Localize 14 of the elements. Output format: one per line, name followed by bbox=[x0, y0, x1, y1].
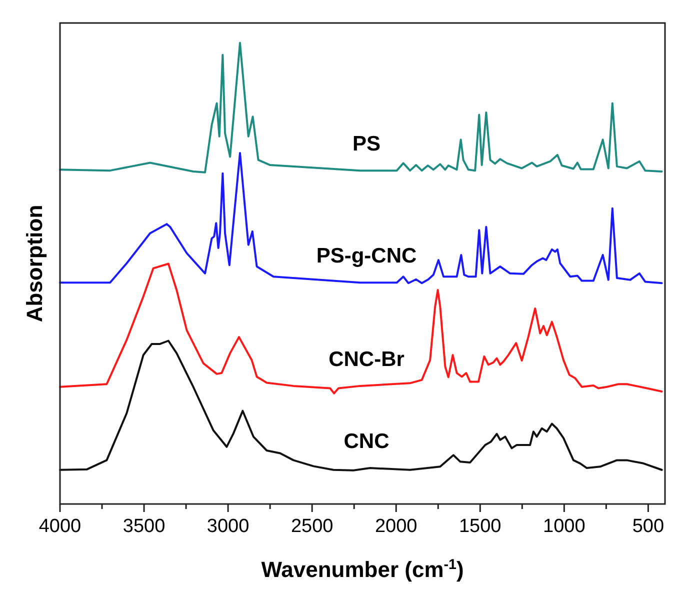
x-tick-label: 1000 bbox=[543, 516, 586, 537]
x-tick-label: 4000 bbox=[38, 516, 82, 537]
series-label: CNC bbox=[344, 430, 390, 454]
series-label: CNC-Br bbox=[328, 348, 404, 371]
x-tick-label: 3500 bbox=[122, 516, 166, 537]
series-label: PS bbox=[352, 132, 381, 156]
x-tick-label: 3000 bbox=[206, 516, 250, 537]
series-label: PS-g-CNC bbox=[316, 244, 417, 268]
x-axis-title: Wavenumber (cm$^{-1}$) bbox=[261, 557, 464, 582]
x-tick-label: 500 bbox=[632, 516, 664, 537]
x-tick-label: 1500 bbox=[459, 516, 502, 537]
x-tick-label: 2000 bbox=[374, 516, 418, 537]
x-tick-label: 2500 bbox=[290, 516, 334, 537]
y-axis-title: Absorption bbox=[22, 204, 47, 322]
